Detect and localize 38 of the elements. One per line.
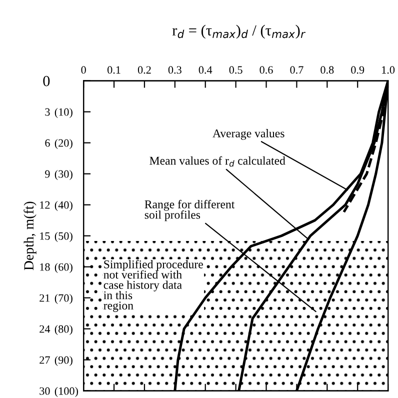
y2-tick-label: (30) xyxy=(54,170,72,180)
x-tick-label: 0.5 xyxy=(229,66,242,74)
y-tick-label: 3 xyxy=(45,108,50,116)
y2-tick-label: (50) xyxy=(54,232,72,242)
annotation: Range for different soil profiles xyxy=(144,200,235,222)
x-tick-label: 0 xyxy=(81,66,86,74)
y2-tick-label: (90) xyxy=(54,356,72,366)
y-tick-label: 24 xyxy=(40,325,50,333)
x-tick-label: 0.3 xyxy=(168,66,182,74)
y2-tick-label: (10) xyxy=(54,108,72,118)
y-tick-label: 9 xyxy=(45,170,50,178)
chart-title: r$_{d}$ = (τ$_{max}$)$_{d}$ / (τ$_{max}$)$_{r}$ xyxy=(172,24,306,39)
y-tick-label: 30 xyxy=(40,387,50,395)
y-tick-label: 27 xyxy=(40,356,50,364)
x-tick-label: 0.9 xyxy=(351,66,364,74)
y2-tick-label: (60) xyxy=(54,262,72,274)
y-tick-label: 18 xyxy=(40,263,50,271)
y2-tick-label: (20) xyxy=(54,138,72,150)
x-tick-label: 0.7 xyxy=(290,66,304,74)
x-tick-label: 0.6 xyxy=(260,66,273,74)
y-axis-title: Depth, m(ft) xyxy=(24,202,36,270)
y-tick-label: 0 xyxy=(43,76,50,86)
y2-tick-label: (70) xyxy=(54,294,72,304)
y2-tick-label: (100) xyxy=(54,386,78,398)
y-tick-label: 15 xyxy=(40,232,50,240)
x-tick-label: 0.4 xyxy=(198,66,212,74)
y-tick-label: 21 xyxy=(40,294,50,302)
x-tick-label: 1.0 xyxy=(382,66,395,74)
x-tick-label: 0.2 xyxy=(138,66,151,74)
annotation: Mean values of r$_{d}$ calculated xyxy=(150,156,286,167)
y-tick-label: 12 xyxy=(40,201,50,209)
y-tick-label: 6 xyxy=(45,139,50,147)
x-tick-label: 0.8 xyxy=(320,66,334,74)
x-tick-label: 0.1 xyxy=(108,66,120,74)
y2-tick-label: (40) xyxy=(54,200,72,212)
y2-tick-label: (80) xyxy=(54,324,72,336)
band-label: Simplified procedure not verified with case history data in this region xyxy=(104,260,203,312)
annotation: Average values xyxy=(212,129,284,140)
